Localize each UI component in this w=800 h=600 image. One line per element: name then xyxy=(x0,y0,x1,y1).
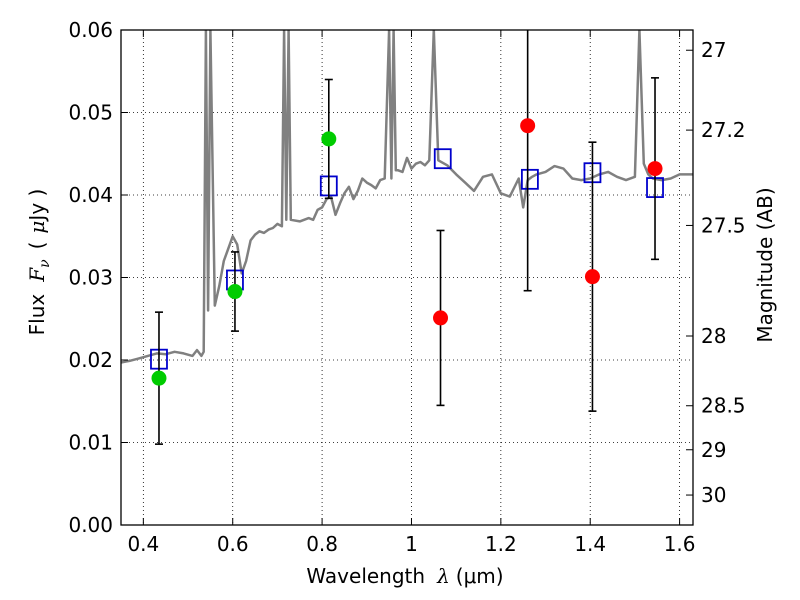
y-tick-labels: 0.00 0.01 0.02 0.03 0.04 0.05 0.06 xyxy=(68,18,113,537)
y-axis-title-unit: Jy ) xyxy=(25,189,49,223)
y-axis-title-mu: μ xyxy=(25,221,49,234)
y-tick-label: 0.06 xyxy=(68,18,113,42)
x-tick-labels: 0.4 0.6 0.8 1 1.2 1.4 1.6 xyxy=(127,532,695,556)
right-tick-label: 30 xyxy=(701,483,726,507)
y-tick-label: 0.02 xyxy=(68,348,113,372)
data-point xyxy=(584,269,600,285)
x-tick-label: 0.4 xyxy=(127,532,159,556)
y-axis-title-open: ( xyxy=(25,242,49,250)
right-tick-label: 28 xyxy=(701,324,726,348)
x-tick-label: 0.6 xyxy=(217,532,249,556)
y-axis-title-prefix: Flux xyxy=(25,294,49,336)
model-box xyxy=(433,148,452,170)
data-point xyxy=(520,118,536,134)
data-point xyxy=(321,131,337,147)
x-tick-label: 0.8 xyxy=(306,532,338,556)
data-point xyxy=(227,284,243,300)
right-tick-label: 29 xyxy=(701,438,726,462)
right-tick-label: 27 xyxy=(701,38,726,62)
x-axis-title-unit: (μm) xyxy=(456,564,504,588)
y-axis-title: Flux Fν ( μJy ) xyxy=(25,189,53,336)
model-box xyxy=(520,168,539,190)
y-tick-label: 0.01 xyxy=(68,431,113,455)
x-axis-title: Wavelength λ (μm) xyxy=(306,564,503,588)
axis-ticks xyxy=(121,29,693,526)
right-tick-labels: 27 27.2 27.5 28 28.5 29 30 xyxy=(701,38,746,507)
plot-area xyxy=(121,30,693,445)
data-point xyxy=(151,370,167,386)
right-tick-label: 28.5 xyxy=(701,394,746,418)
y-axis-title-symbol: F xyxy=(25,267,49,283)
x-tick-label: 1 xyxy=(405,532,418,556)
y-tick-label: 0.00 xyxy=(68,513,113,537)
right-tick-label: 27.5 xyxy=(701,213,746,237)
data-point xyxy=(433,310,449,326)
right-tick-label: 27.2 xyxy=(701,118,746,142)
y-tick-label: 0.04 xyxy=(68,183,113,207)
y-tick-label: 0.03 xyxy=(68,266,113,290)
y-axis-title-subscript: ν xyxy=(37,259,53,268)
x-axis-title-symbol: λ xyxy=(436,564,450,588)
model-spectrum-line xyxy=(121,30,693,364)
x-tick-label: 1.6 xyxy=(664,532,696,556)
observed-points xyxy=(151,118,663,386)
x-tick-label: 1.2 xyxy=(485,532,517,556)
y-tick-label: 0.05 xyxy=(68,101,113,125)
x-tick-label: 1.4 xyxy=(574,532,606,556)
x-axis-title-prefix: Wavelength xyxy=(306,564,425,588)
data-point xyxy=(647,161,663,177)
right-axis-title: Magnitude (AB) xyxy=(753,187,777,342)
